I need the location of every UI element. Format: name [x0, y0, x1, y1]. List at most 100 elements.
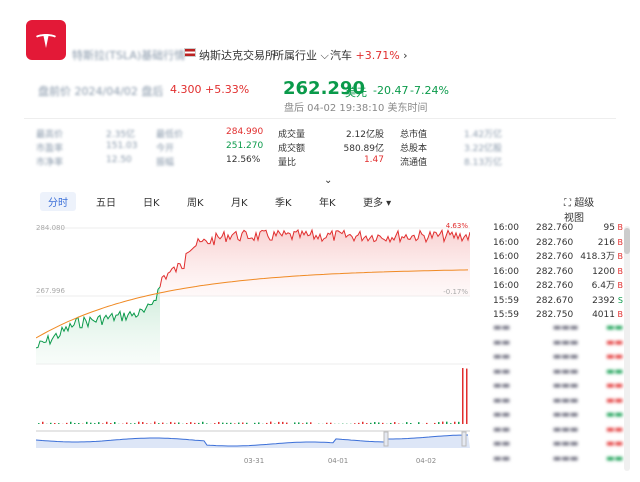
- exchange-label: 纳斯达克交易所: [199, 49, 276, 62]
- volume-bar: [114, 421, 116, 424]
- volume-bar: [198, 422, 200, 424]
- trade-time: 16:00: [493, 223, 519, 233]
- tab-5day[interactable]: 五日: [96, 198, 116, 209]
- premarket-change: +5.33%: [205, 83, 250, 96]
- stat-l2: 振幅: [156, 158, 175, 168]
- tab-monthly-k[interactable]: 月K: [231, 198, 248, 209]
- navigator-handle-right[interactable]: [461, 431, 467, 447]
- volume-bar: [374, 422, 376, 424]
- chevron-down-icon: ⌵: [320, 49, 329, 62]
- volume-bar: [178, 422, 180, 424]
- volume-bar: [438, 422, 440, 424]
- trade-row: 16:00 282.760 1200 B: [493, 265, 623, 280]
- trade-row-obscured: ▬▬ ▬▬▬ ▬▬: [493, 323, 624, 333]
- volume-bar: [190, 422, 192, 424]
- volume-bar: [266, 422, 268, 424]
- volume-bar: [70, 421, 72, 424]
- volume-bar: [134, 423, 136, 424]
- stat-v4: 3.22亿股: [464, 144, 503, 154]
- volume-bar: [330, 422, 332, 424]
- stat-l4: 总股本: [400, 144, 428, 154]
- trades-list: 16:00 282.760 95 B 16:00 282.760 216 B 16:00 282.…: [493, 221, 623, 323]
- trade-row-obscured: ▬▬ ▬▬▬ ▬▬: [493, 381, 624, 391]
- tab-more[interactable]: 更多 ▾: [363, 198, 392, 209]
- super-view-button[interactable]: ⛶ 超级视图: [564, 198, 595, 224]
- tab-weekly-k[interactable]: 周K: [187, 198, 204, 209]
- trade-side: B: [617, 310, 624, 319]
- volume-bar: [206, 423, 208, 424]
- trade-row-obscured: ▬▬ ▬▬▬ ▬▬: [493, 337, 624, 348]
- stat-v4: 1.42万亿: [464, 130, 503, 140]
- trade-volume: 6.4万: [591, 281, 615, 291]
- volume-bar: [194, 422, 196, 424]
- y-top-label: 284.080: [36, 224, 65, 232]
- tesla-logo: [26, 20, 66, 60]
- volume-bar: [310, 422, 312, 424]
- volume-bar: [286, 422, 288, 424]
- trades-scrollbar[interactable]: [624, 226, 630, 471]
- navigator-handle-left[interactable]: [383, 431, 389, 447]
- stats-grid: 最高价 2.35亿 最低价 284.990 成交量 2.12亿股 总市值 1.42万亿 市盈率 1…: [36, 127, 626, 169]
- volume-bar: [230, 422, 232, 424]
- volume-bar: [366, 423, 368, 424]
- trade-time: 16:00: [493, 266, 519, 277]
- stat-l3: 成交额: [278, 144, 306, 154]
- tab-quarterly-k[interactable]: 季K: [275, 198, 292, 209]
- volume-bar: [130, 423, 132, 424]
- stat-v1: 151.03: [106, 141, 138, 151]
- volume-bar: [418, 422, 420, 424]
- volume-bar: [90, 422, 92, 424]
- trade-volume: 2392: [592, 295, 615, 306]
- volume-bar: [270, 421, 272, 424]
- volume-bar: [358, 422, 360, 424]
- trade-row-obscured: ▬▬ ▬▬▬ ▬▬: [493, 424, 624, 435]
- volume-bar: [142, 422, 144, 424]
- trade-price: 282.670: [536, 295, 574, 306]
- trade-side: B: [617, 237, 624, 247]
- volume-bar: [446, 421, 448, 424]
- volume-bar: [126, 422, 128, 424]
- price-area-green: [36, 287, 160, 364]
- volume-bar: [398, 423, 400, 424]
- trade-row-obscured: ▬▬ ▬▬▬ ▬▬: [493, 352, 624, 362]
- currency-label: 美元: [345, 86, 367, 99]
- volume-bar: [450, 423, 452, 424]
- volume-bar: [154, 421, 156, 424]
- stat-v3: 2.12亿股: [345, 130, 384, 140]
- price-line-red: [159, 228, 470, 288]
- volume-bar: [302, 423, 304, 424]
- volume-bar: [218, 421, 220, 424]
- expand-chevron-icon[interactable]: ⌄: [324, 175, 333, 186]
- volume-bar: [106, 421, 108, 424]
- volume-bar: [282, 421, 284, 424]
- stat-v2: 284.990: [226, 127, 264, 137]
- volume-bar: [434, 422, 436, 424]
- volume-bar: [442, 421, 444, 424]
- trade-side: B: [617, 252, 624, 261]
- trade-time: 15:59: [493, 310, 519, 320]
- trade-time: 16:00: [493, 281, 519, 291]
- industry-dropdown[interactable]: 所属行业 ⌵: [273, 49, 329, 62]
- trade-side: B: [617, 223, 624, 232]
- volume-bar: [202, 421, 204, 424]
- volume-bar: [390, 422, 392, 424]
- volume-bar: [238, 422, 240, 424]
- tab-intraday[interactable]: 分时: [40, 192, 76, 211]
- stat-v2: 12.56%: [226, 155, 261, 165]
- pct-mid-label: -0.17%: [443, 288, 468, 296]
- trade-side: B: [617, 266, 624, 276]
- industry-link[interactable]: 汽车 +3.71% ›: [330, 49, 408, 62]
- current-price: 262.290: [283, 78, 365, 99]
- trade-volume: 1200: [592, 266, 615, 277]
- tab-daily-k[interactable]: 日K: [143, 198, 160, 209]
- intraday-chart[interactable]: 284.080 267.996 4.63% -0.17% 03-31 04-01…: [36, 218, 470, 468]
- trade-row-obscured: ▬▬ ▬▬▬ ▬▬: [493, 439, 624, 449]
- trade-price: 282.760: [536, 281, 574, 291]
- stat-l1: 市盈率: [36, 144, 64, 154]
- tab-yearly-k[interactable]: 年K: [319, 198, 336, 209]
- quote-time: 盘后 04-02 19:38:10 美东时间: [284, 103, 428, 114]
- chevron-right-icon: ›: [403, 49, 408, 62]
- stat-l4: 总市值: [400, 130, 428, 140]
- stat-l1: 最高价: [36, 130, 64, 140]
- trade-price: 282.760: [536, 237, 574, 248]
